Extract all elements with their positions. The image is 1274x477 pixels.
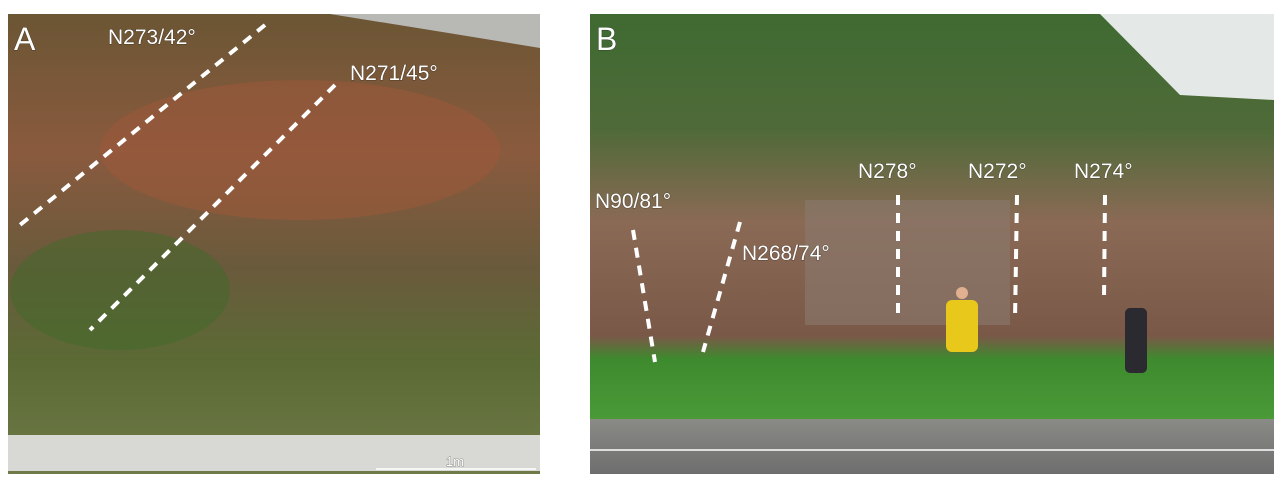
panel-label: A [14,21,36,57]
panel-label: B [596,21,617,57]
annotation: N272° [968,160,1027,183]
person [1125,308,1147,373]
vegetation [10,230,230,350]
annotation: N268/74° [742,242,830,265]
annotation: N90/81° [595,190,671,213]
panel-b: B N90/81° N268/74° N278° N272° N274° [590,14,1274,474]
scale-label: 1m [446,454,464,469]
panel-a: A N273/42° N271/45° 1m [8,14,540,474]
person [946,300,978,352]
person-head [956,287,968,299]
rock-face [805,200,1010,325]
annotation: N274° [1074,160,1133,183]
annotation: N271/45° [350,62,438,85]
figure: A N273/42° N271/45° 1m B N90/81° N268/74… [0,0,1274,477]
annotation: N278° [858,160,917,183]
rock [100,80,500,220]
annotation: N273/42° [108,26,196,49]
